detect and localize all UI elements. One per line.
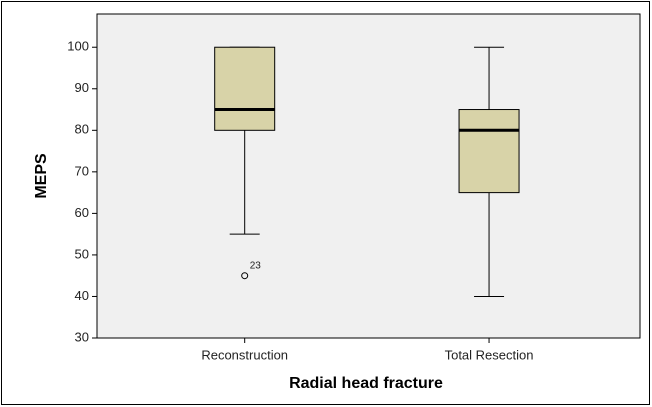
y-tick-label: 60 bbox=[75, 205, 89, 220]
outlier bbox=[241, 272, 249, 280]
y-axis-title: MEPS bbox=[33, 153, 50, 199]
y-tick-label: 40 bbox=[75, 288, 89, 303]
y-tick-label: 80 bbox=[75, 122, 89, 137]
box bbox=[214, 46, 276, 131]
y-tick-label: 70 bbox=[75, 163, 89, 178]
y-tick-label: 50 bbox=[75, 246, 89, 261]
plot-area bbox=[96, 13, 641, 339]
outlier-label: 23 bbox=[250, 260, 262, 271]
y-tick-label: 100 bbox=[67, 39, 89, 54]
y-tick-label: 90 bbox=[75, 80, 89, 95]
x-axis-title: Radial head fracture bbox=[289, 375, 443, 392]
y-tick-label: 30 bbox=[75, 329, 89, 344]
box bbox=[458, 109, 520, 194]
x-tick-label: Reconstruction bbox=[201, 347, 288, 362]
x-tick-label: Total Resection bbox=[445, 347, 534, 362]
